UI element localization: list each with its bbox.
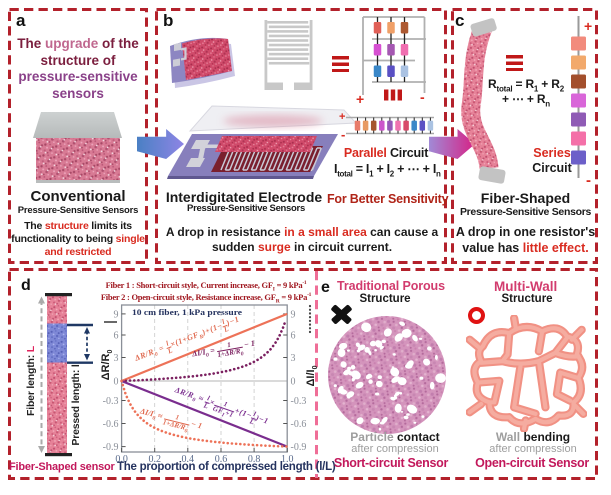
svg-text:3: 3	[291, 353, 296, 364]
svg-text:-0.3: -0.3	[103, 396, 119, 407]
svg-text:9: 9	[114, 309, 119, 320]
svg-text:+: +	[356, 91, 364, 107]
svg-text:-: -	[420, 89, 425, 105]
svg-text:-0.6: -0.6	[103, 419, 119, 430]
svg-text:3: 3	[114, 353, 119, 364]
svg-text:10 cm fiber, 1 kPa pressure: 10 cm fiber, 1 kPa pressure	[132, 307, 242, 317]
svg-text:-0.6: -0.6	[291, 419, 307, 430]
svg-text:0.0: 0.0	[115, 454, 128, 465]
svg-text:0.8: 0.8	[248, 454, 261, 465]
svg-text:6: 6	[291, 331, 296, 342]
svg-text:+: +	[339, 111, 345, 123]
svg-text:0.4: 0.4	[182, 454, 195, 465]
svg-text:0.6: 0.6	[215, 454, 228, 465]
svg-text:-: -	[341, 127, 345, 142]
svg-text:-: -	[586, 172, 591, 189]
svg-text:9: 9	[291, 309, 296, 320]
svg-text:-0.3: -0.3	[291, 396, 307, 407]
svg-text:-0.9: -0.9	[103, 442, 119, 453]
svg-text:6: 6	[114, 331, 119, 342]
svg-text:0: 0	[114, 377, 119, 388]
svg-text:+: +	[584, 18, 592, 34]
svg-text:0: 0	[291, 377, 296, 388]
svg-text:1.0: 1.0	[281, 454, 294, 465]
svg-text:0.2: 0.2	[148, 454, 161, 465]
svg-text:-0.9: -0.9	[291, 442, 307, 453]
